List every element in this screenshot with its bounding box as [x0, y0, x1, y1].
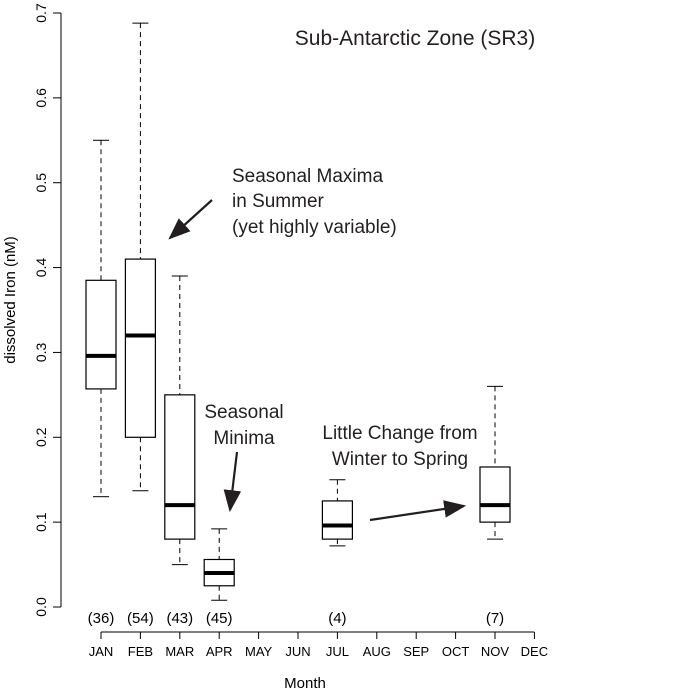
box-jan: (36) [85, 139, 117, 627]
arrow-minima [223, 451, 242, 513]
box-apr: (45) [203, 528, 235, 627]
sample-count-mar: (43) [166, 610, 193, 627]
y-tick-label-0.5: 0.5 [33, 173, 49, 193]
chart-title: Sub-Antarctic Zone (SR3) [295, 27, 535, 50]
x-tick-label-aug: AUG [363, 644, 391, 659]
y-tick-label-0.4: 0.4 [33, 258, 49, 278]
x-tick-label-nov: NOV [481, 644, 510, 659]
annotation-maxima-line-1: Seasonal Maxima [232, 166, 383, 187]
x-axis-label: Month [284, 675, 326, 692]
y-tick-label-0.6: 0.6 [33, 88, 49, 108]
y-tick-label-0.0: 0.0 [33, 597, 49, 617]
annotation-seasonal-maxima: Seasonal Maxima in Summer (yet highly va… [168, 166, 397, 240]
x-tick-label-feb: FEB [128, 644, 153, 659]
iqr-box-feb [124, 258, 157, 438]
x-tick-label-jun: JUN [285, 644, 310, 659]
box-jul: (4) [321, 479, 353, 627]
arrow-winter-spring [369, 500, 467, 522]
x-tick-label-dec: DEC [521, 644, 548, 659]
annotation-winter-line-2: Winter to Spring [332, 449, 468, 470]
x-tick-label-sep: SEP [403, 644, 429, 659]
sample-count-jan: (36) [88, 610, 115, 627]
iqr-box-jul [321, 500, 353, 540]
x-tick-label-apr: APR [206, 644, 233, 659]
sample-count-nov: (7) [486, 610, 504, 627]
annotation-maxima-line-3: (yet highly variable) [232, 217, 397, 238]
boxes-layer: (36) (54) (43) (45) (4) (7) [85, 22, 511, 627]
x-tick-label-may: MAY [245, 644, 273, 659]
arrow-maxima [168, 199, 213, 240]
x-tick-label-mar: MAR [165, 644, 194, 659]
y-tick-label-0.7: 0.7 [33, 3, 49, 23]
sample-count-feb: (54) [127, 610, 154, 627]
x-tick-label-oct: OCT [442, 644, 470, 659]
iqr-box-mar [164, 394, 196, 540]
annotation-winter-line-1: Little Change from [322, 423, 477, 444]
sample-count-apr: (45) [206, 610, 233, 627]
iqr-box-nov [479, 466, 511, 523]
box-nov: (7) [479, 385, 511, 627]
x-tick-label-jul: JUL [326, 644, 349, 659]
sample-count-jul: (4) [328, 610, 346, 627]
iqr-box-jan [85, 279, 117, 390]
y-axis-label: dissolved Iron (nM) [2, 236, 19, 364]
axes-layer: 0.0 0.1 0.2 0.3 0.4 0.5 0.6 0.7 JAN FEB MAR APR MAY J… [33, 3, 548, 659]
annotation-maxima-line-2: in Summer [232, 191, 325, 212]
y-tick-label-0.1: 0.1 [33, 512, 49, 532]
box-feb: (54) [124, 22, 157, 627]
annotation-seasonal-minima: Seasonal Minima [204, 402, 284, 513]
annotation-minima-line-2: Minima [213, 428, 275, 449]
x-tick-label-jan: JAN [89, 644, 114, 659]
annotation-winter-spring: Little Change from Winter to Spring [322, 423, 478, 522]
y-tick-label-0.3: 0.3 [33, 342, 49, 362]
box-mar: (43) [164, 275, 196, 627]
y-tick-label-0.2: 0.2 [33, 427, 49, 447]
annotation-minima-line-1: Seasonal [204, 402, 283, 423]
